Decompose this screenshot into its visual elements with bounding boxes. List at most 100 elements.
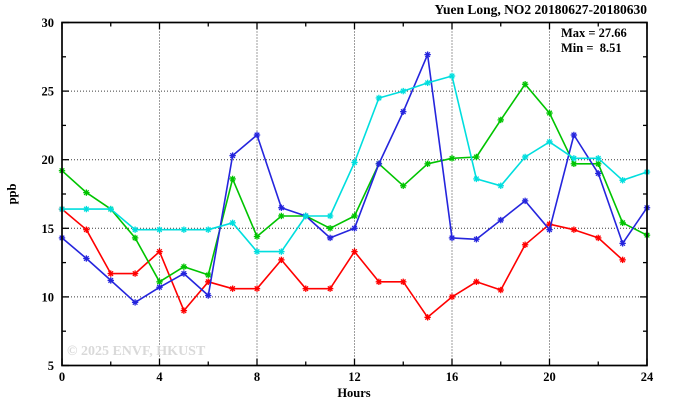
marker-green (570, 160, 578, 168)
marker-green (156, 278, 163, 286)
marker-green (473, 153, 480, 161)
marker-red (180, 307, 188, 314)
marker-green (229, 175, 236, 183)
marker-cyan (619, 177, 626, 184)
marker-red (351, 248, 358, 255)
marker-green (521, 81, 529, 88)
marker-green (180, 263, 188, 270)
x-tick-label: 4 (156, 370, 163, 384)
y-tick-label: 20 (42, 153, 55, 167)
marker-red (229, 285, 236, 292)
marker-blue (521, 197, 529, 205)
marker-cyan (253, 248, 261, 255)
marker-green (497, 116, 504, 124)
marker-blue (424, 51, 431, 58)
marker-cyan (302, 212, 309, 220)
marker-green (424, 160, 431, 168)
marker-green (619, 219, 626, 227)
watermark: © 2025 ENVF, HKUST (67, 344, 206, 359)
marker-cyan (424, 79, 431, 87)
marker-red (473, 278, 480, 286)
marker-red (595, 234, 602, 242)
marker-red (497, 286, 504, 294)
chart-title: Yuen Long, NO2 20180627-20180630 (434, 2, 647, 17)
marker-blue (619, 240, 626, 247)
y-tick-label: 10 (42, 290, 55, 304)
marker-blue (326, 234, 334, 242)
marker-red (131, 270, 139, 277)
marker-blue (497, 216, 504, 224)
marker-green (546, 109, 553, 117)
marker-cyan (326, 212, 334, 220)
y-tick-label: 5 (48, 359, 54, 373)
marker-blue (83, 255, 90, 262)
marker-red (619, 256, 626, 264)
y-tick-label: 25 (42, 85, 55, 99)
x-tick-label: 20 (543, 370, 556, 384)
x-tick-label: 12 (348, 370, 361, 384)
grid-layer (62, 22, 647, 366)
marker-blue (278, 204, 285, 211)
x-tick-label: 24 (641, 370, 654, 384)
marker-blue (131, 299, 139, 306)
line-red (61, 208, 624, 319)
marker-green (351, 212, 358, 220)
marker-red (156, 248, 163, 255)
marker-green (205, 271, 212, 279)
marker-red (302, 285, 309, 292)
marker-green (400, 182, 407, 189)
marker-green (253, 233, 261, 240)
marker-red (521, 241, 529, 248)
marker-cyan (205, 226, 212, 233)
x-tick-label: 0 (59, 370, 65, 384)
marker-green (83, 189, 90, 196)
x-tick-label: 8 (254, 370, 260, 384)
min-annotation: Min = 8.51 (561, 41, 622, 55)
marker-cyan (156, 226, 163, 233)
marker-blue (546, 226, 553, 233)
marker-red (570, 226, 578, 233)
marker-cyan (595, 155, 602, 162)
marker-cyan (570, 155, 578, 162)
marker-cyan (448, 72, 456, 80)
marker-blue (229, 152, 236, 159)
marker-cyan (83, 205, 90, 213)
marker-cyan (229, 219, 236, 227)
marker-red (278, 256, 285, 264)
marker-blue (180, 270, 188, 277)
marker-cyan (180, 226, 188, 233)
axis-layer: 0 4 8 12 16 20 24 5 10 15 20 25 30 (42, 16, 655, 384)
y-tick-label: 30 (42, 16, 55, 30)
marker-blue (595, 170, 602, 177)
marker-cyan (375, 94, 383, 102)
x-tick-label: 16 (446, 370, 459, 384)
marker-blue (156, 284, 163, 291)
marker-red (107, 270, 114, 277)
marker-cyan (546, 138, 553, 146)
marker-cyan (351, 159, 358, 166)
marker-green (595, 160, 602, 168)
marker-red (326, 285, 334, 292)
marker-blue (351, 225, 358, 232)
marker-cyan (521, 153, 529, 161)
marker-green (131, 234, 139, 242)
marker-red (448, 293, 456, 301)
y-axis-label: ppb (5, 184, 19, 205)
marker-blue (400, 108, 407, 115)
marker-red (400, 278, 407, 286)
marker-cyan (107, 205, 114, 213)
max-annotation: Max = 27.66 (561, 26, 627, 40)
marker-blue (473, 236, 480, 243)
marker-blue (205, 292, 212, 299)
marker-green (326, 225, 334, 232)
marker-red (83, 226, 90, 233)
x-axis-label: Hours (337, 386, 370, 400)
marker-green (278, 212, 285, 220)
marker-cyan (131, 226, 139, 233)
series-layer (58, 51, 651, 321)
marker-red (424, 314, 431, 321)
marker-blue (448, 234, 456, 242)
marker-cyan (473, 175, 480, 183)
